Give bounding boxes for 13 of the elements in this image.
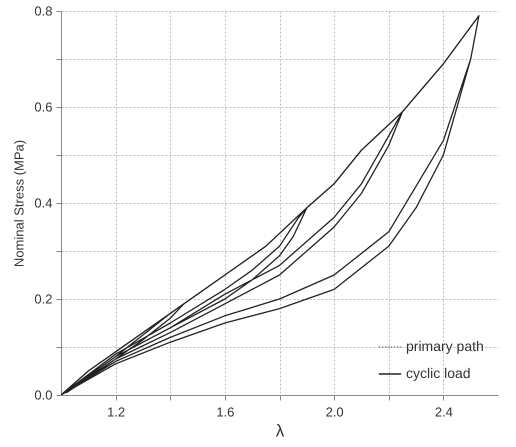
x-axis-title: λ [276,422,285,440]
y-tick-label: 0.8 [34,4,52,18]
y-tick-label: 0.6 [34,100,52,114]
legend-label: primary path [406,338,484,354]
x-tick-label: 2.4 [434,404,453,420]
x-tick-label: 1.6 [216,404,234,420]
y-tick-label: 0.0 [34,388,52,402]
y-tick-label: 0.4 [34,196,52,210]
y-axis-title: Nominal Stress (MPa) [11,140,26,268]
x-tick-label: 2.0 [326,404,344,420]
x-tick-label: 1.2 [107,404,126,420]
legend-label: cyclic load [406,365,471,381]
y-tick-label: 0.2 [34,292,52,306]
